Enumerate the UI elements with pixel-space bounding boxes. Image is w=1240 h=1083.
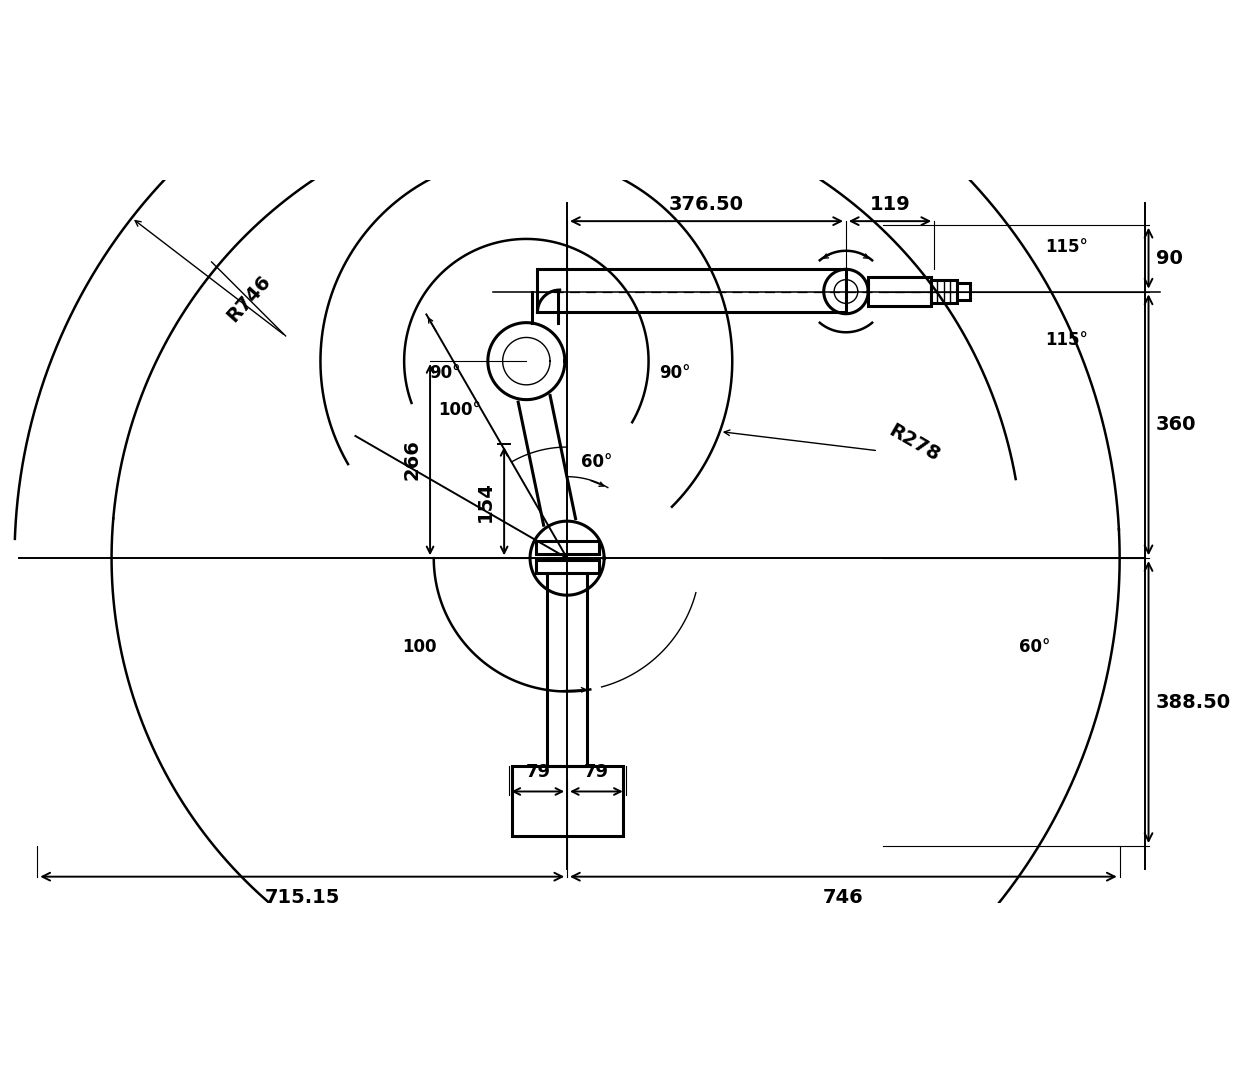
- Text: 100°: 100°: [438, 401, 481, 419]
- Text: 115°: 115°: [1045, 330, 1087, 349]
- Bar: [547, 558, 588, 766]
- Text: 60°: 60°: [1019, 638, 1050, 656]
- Bar: [931, 280, 957, 302]
- Text: 376.50: 376.50: [670, 195, 744, 213]
- Text: 100: 100: [402, 638, 436, 656]
- Text: 746: 746: [823, 888, 864, 906]
- Text: 90°: 90°: [429, 364, 460, 382]
- Text: 388.50: 388.50: [1156, 692, 1231, 712]
- Text: 360: 360: [1156, 416, 1197, 434]
- Bar: [957, 284, 971, 300]
- Text: 119: 119: [869, 195, 910, 213]
- Text: 60°: 60°: [582, 453, 613, 471]
- Text: 715.15: 715.15: [264, 888, 340, 906]
- Text: 79: 79: [584, 764, 609, 781]
- Text: 266: 266: [402, 440, 422, 480]
- Text: 90°: 90°: [658, 364, 691, 382]
- Text: 115°: 115°: [1045, 238, 1087, 256]
- Bar: [536, 560, 599, 573]
- Bar: [536, 542, 599, 554]
- Bar: [868, 276, 931, 306]
- Bar: [512, 766, 622, 836]
- Text: R746: R746: [223, 272, 274, 326]
- Bar: [537, 270, 846, 312]
- Text: 154: 154: [476, 481, 495, 522]
- Text: R278: R278: [885, 421, 944, 466]
- Text: 79: 79: [526, 764, 551, 781]
- Text: 90: 90: [1156, 249, 1183, 268]
